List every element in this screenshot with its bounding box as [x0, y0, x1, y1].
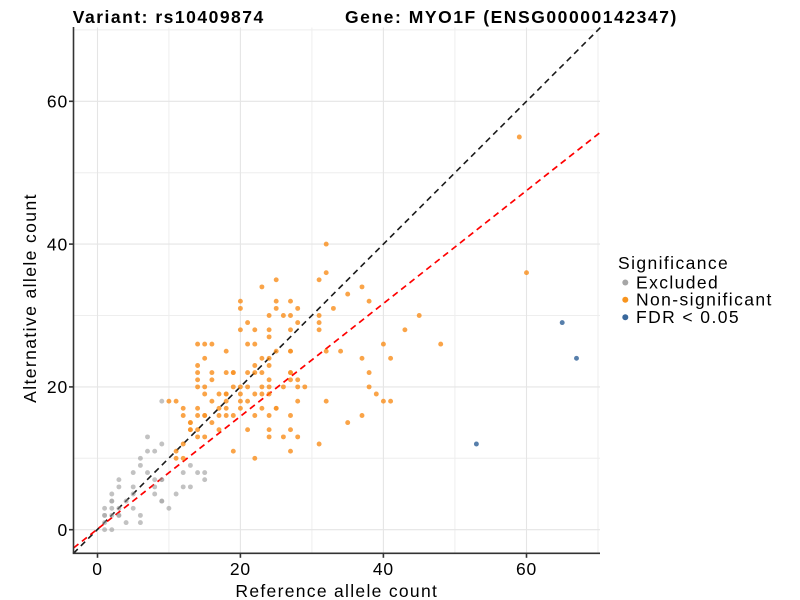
svg-text:60: 60	[47, 92, 68, 112]
svg-text:Non-significant: Non-significant	[636, 290, 773, 310]
svg-text:40: 40	[373, 559, 394, 579]
svg-text:FDR < 0.05: FDR < 0.05	[636, 307, 740, 327]
svg-text:40: 40	[47, 234, 68, 254]
svg-text:0: 0	[92, 559, 103, 579]
svg-text:Significance: Significance	[618, 253, 729, 273]
svg-text:0: 0	[57, 520, 68, 540]
svg-text:Alternative allele count: Alternative allele count	[20, 193, 40, 403]
svg-text:Excluded: Excluded	[636, 272, 719, 292]
svg-text:Variant: rs10409874: Variant: rs10409874	[73, 7, 265, 27]
svg-text:Reference allele count: Reference allele count	[235, 581, 438, 600]
svg-text:20: 20	[230, 559, 251, 579]
svg-text:Gene: MYO1F (ENSG00000142347): Gene: MYO1F (ENSG00000142347)	[345, 7, 678, 27]
svg-text:20: 20	[47, 377, 68, 397]
svg-text:60: 60	[516, 559, 537, 579]
